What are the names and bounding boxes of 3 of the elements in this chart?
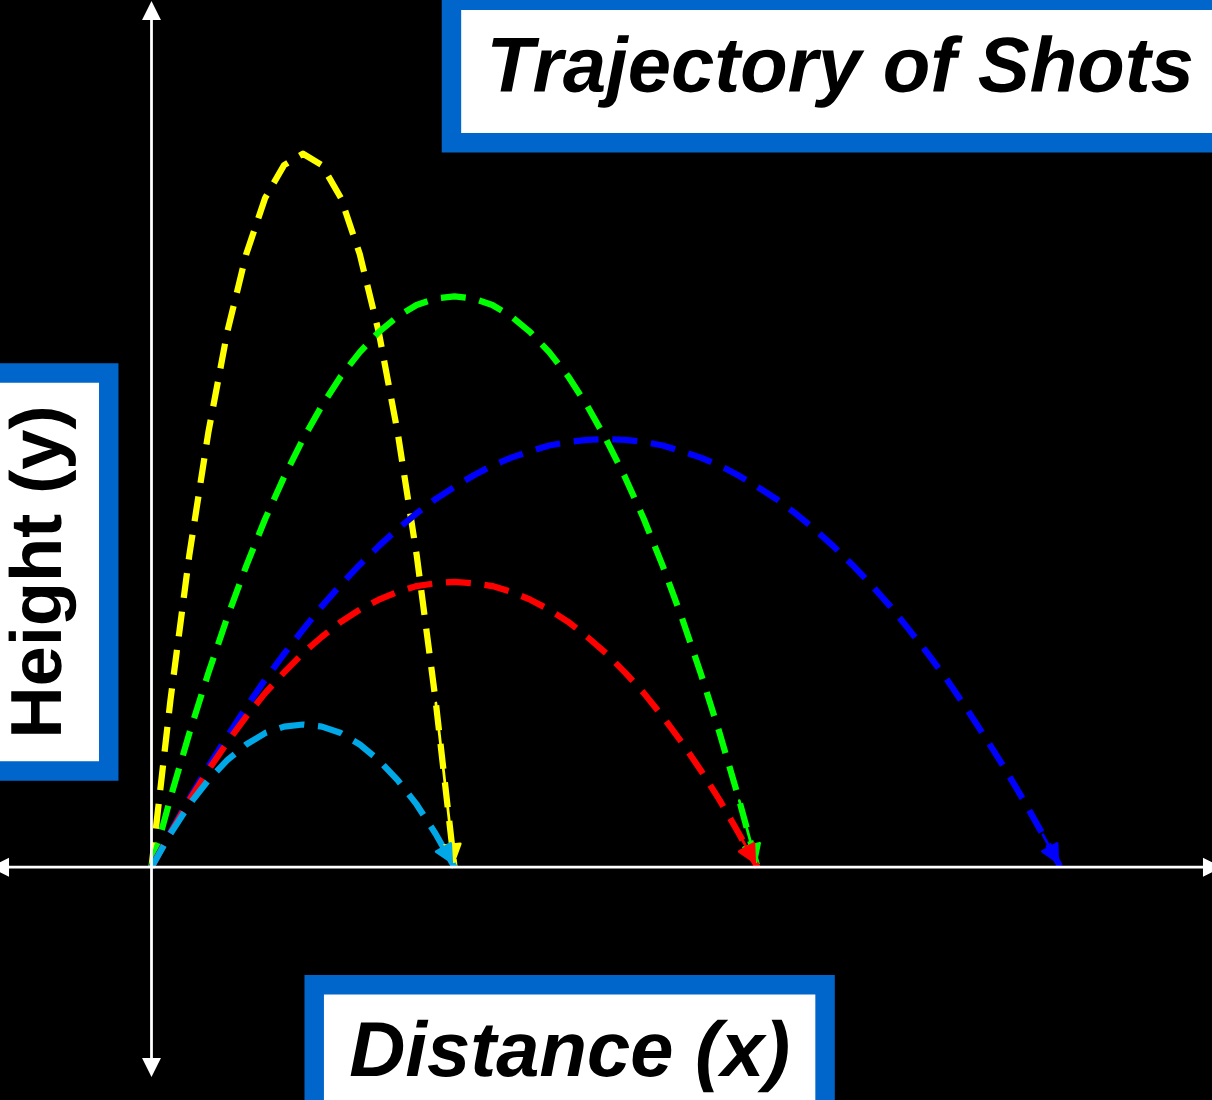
x-axis-title: Distance (x) — [350, 1019, 788, 1093]
chart-title: Trajectory of Shots — [491, 35, 1192, 108]
y-axis-title: Height (y) — [8, 409, 77, 734]
